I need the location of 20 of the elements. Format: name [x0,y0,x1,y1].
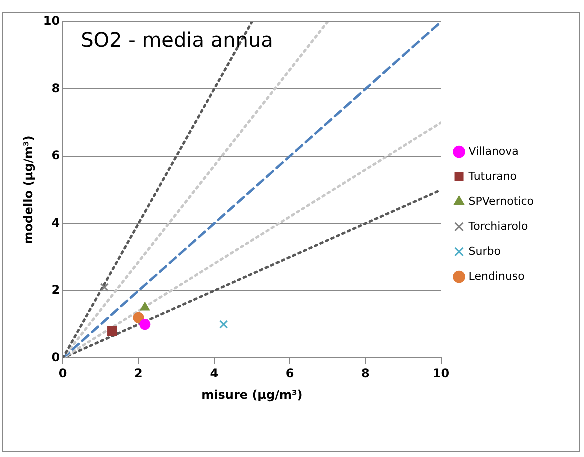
y-tick-label: 8 [52,81,60,96]
y-tick-label: 4 [52,216,60,230]
y-tick-label: 2 [52,283,60,298]
y-tick-label: 10 [43,14,60,28]
legend-label: Torchiarolo [468,220,529,233]
y-axis-title: modello (µg/m³) [21,136,36,244]
y-tick-label: 6 [52,148,60,163]
chart-title: SO2 - media annua [81,28,274,52]
legend-label: Tuturano [468,170,518,183]
legend-label: Surbo [468,244,502,258]
x-axis-title: misure (µg/m³) [202,388,303,402]
legend-label: Lendinuso [468,270,526,283]
x-tick-label: 4 [210,366,219,381]
legend-label: Villanova [468,144,519,158]
x-tick-label: 2 [134,366,143,381]
x-tick-label: 6 [286,366,294,381]
legend-label: SPVernotico [468,194,534,208]
x-tick-label: 8 [361,366,370,381]
y-tick-label: 0 [52,350,60,364]
x-tick-label: 10 [432,366,450,381]
